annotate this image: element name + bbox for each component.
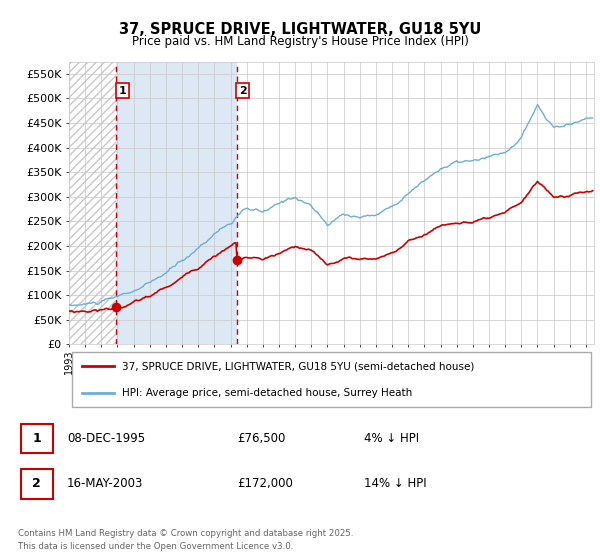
Text: 37, SPRUCE DRIVE, LIGHTWATER, GU18 5YU: 37, SPRUCE DRIVE, LIGHTWATER, GU18 5YU [119, 22, 481, 38]
Text: 1: 1 [119, 86, 127, 96]
Bar [116, 62, 236, 344]
Text: 14% ↓ HPI: 14% ↓ HPI [364, 477, 426, 491]
FancyBboxPatch shape [71, 352, 592, 407]
Text: HPI: Average price, semi-detached house, Surrey Heath: HPI: Average price, semi-detached house,… [121, 388, 412, 398]
Text: 2: 2 [239, 86, 247, 96]
Text: Contains HM Land Registry data © Crown copyright and database right 2025.
This d: Contains HM Land Registry data © Crown c… [18, 529, 353, 550]
Text: 08-DEC-1995: 08-DEC-1995 [67, 432, 145, 445]
Text: 1: 1 [32, 432, 41, 445]
Text: 37, SPRUCE DRIVE, LIGHTWATER, GU18 5YU (semi-detached house): 37, SPRUCE DRIVE, LIGHTWATER, GU18 5YU (… [121, 361, 474, 371]
Text: £76,500: £76,500 [237, 432, 285, 445]
FancyBboxPatch shape [21, 469, 53, 498]
Text: Price paid vs. HM Land Registry's House Price Index (HPI): Price paid vs. HM Land Registry's House … [131, 35, 469, 48]
Text: £172,000: £172,000 [237, 477, 293, 491]
Text: 16-MAY-2003: 16-MAY-2003 [67, 477, 143, 491]
Text: 4% ↓ HPI: 4% ↓ HPI [364, 432, 419, 445]
Text: 2: 2 [32, 477, 41, 491]
FancyBboxPatch shape [21, 424, 53, 454]
Bar [69, 62, 116, 344]
